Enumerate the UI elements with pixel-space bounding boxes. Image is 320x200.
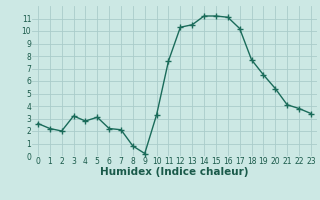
X-axis label: Humidex (Indice chaleur): Humidex (Indice chaleur)	[100, 167, 249, 177]
